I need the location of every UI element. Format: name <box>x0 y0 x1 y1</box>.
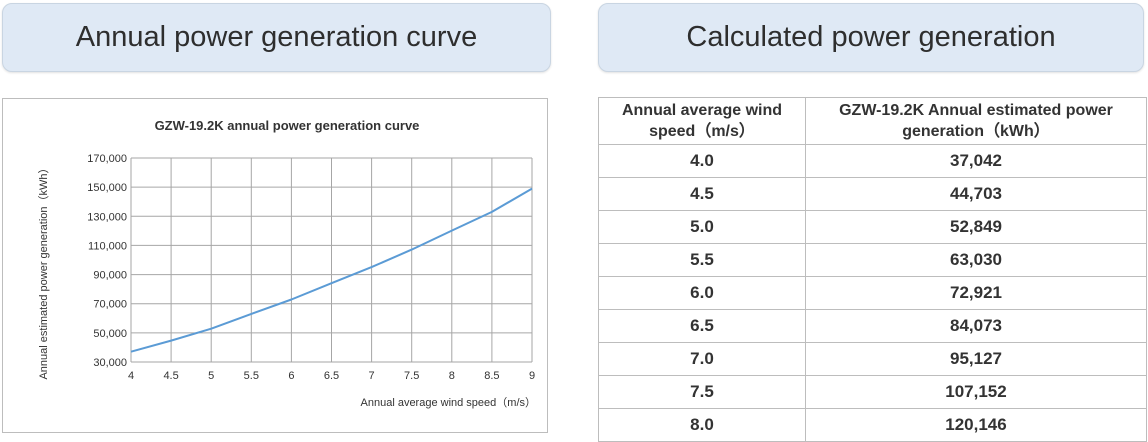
x-tick-label: 7 <box>369 370 375 382</box>
cell-power-generation: 95,127 <box>805 342 1147 376</box>
cell-power-generation: 52,849 <box>805 210 1147 244</box>
x-axis-label: Annual average wind speed（m/s） <box>361 396 536 409</box>
y-tick-label: 70,000 <box>93 299 127 311</box>
table-row: 6.5 84,073 <box>598 309 1147 343</box>
cell-power-generation: 72,921 <box>805 276 1147 310</box>
table-row: 5.5 63,030 <box>598 243 1147 277</box>
cell-wind-speed: 6.0 <box>598 276 806 310</box>
col-header-wind-speed: Annual average wind speed（m/s） <box>598 97 806 145</box>
cell-wind-speed: 6.5 <box>598 309 806 343</box>
cell-wind-speed: 7.5 <box>598 375 806 409</box>
generation-table-panel: Annual average wind speed（m/s） GZW-19.2K… <box>598 97 1147 442</box>
header-annual-curve: Annual power generation curve <box>2 3 551 72</box>
table-row: 7.5 107,152 <box>598 375 1147 409</box>
header-calculated-generation: Calculated power generation <box>598 3 1144 72</box>
cell-wind-speed: 4.0 <box>598 144 806 178</box>
y-axis-label: Annual estimated power generation（kWh） <box>37 162 50 379</box>
x-tick-label: 8 <box>449 370 455 382</box>
x-tick-label: 6.5 <box>324 370 339 382</box>
y-tick-label: 50,000 <box>93 328 127 340</box>
x-axis-ticks: 4 4.5 5 5.5 6 6.5 7 7.5 8 8.5 9 <box>128 370 535 382</box>
table-row: 5.0 52,849 <box>598 210 1147 244</box>
y-tick-label: 130,000 <box>87 211 127 223</box>
cell-wind-speed: 5.5 <box>598 243 806 277</box>
table-row: 6.0 72,921 <box>598 276 1147 310</box>
col-header-power-generation: GZW-19.2K Annual estimated power generat… <box>805 97 1147 145</box>
cell-power-generation: 44,703 <box>805 177 1147 211</box>
x-tick-label: 9 <box>529 370 535 382</box>
chart-panel: GZW-19.2K annual power generation curve … <box>2 98 548 433</box>
cell-power-generation: 84,073 <box>805 309 1147 343</box>
y-tick-label: 110,000 <box>88 240 127 252</box>
cell-power-generation: 107,152 <box>805 375 1147 409</box>
x-tick-label: 5.5 <box>244 370 259 382</box>
cell-wind-speed: 4.5 <box>598 177 806 211</box>
x-tick-label: 7.5 <box>404 370 419 382</box>
chart-title: GZW-19.2K annual power generation curve <box>155 118 420 133</box>
x-tick-label: 4.5 <box>163 370 178 382</box>
x-tick-label: 4 <box>128 370 134 382</box>
x-tick-label: 5 <box>208 370 214 382</box>
y-axis-ticks: 30,000 50,000 70,000 90,000 110,000 130,000 15… <box>87 153 127 369</box>
power-curve-chart: GZW-19.2K annual power generation curve … <box>37 118 536 409</box>
chart-grid <box>130 157 533 363</box>
cell-wind-speed: 7.0 <box>598 342 806 376</box>
x-tick-label: 8.5 <box>484 370 499 382</box>
table-row: 7.0 95,127 <box>598 342 1147 376</box>
table-row: 4.5 44,703 <box>598 177 1147 211</box>
cell-power-generation: 63,030 <box>805 243 1147 277</box>
cell-power-generation: 37,042 <box>805 144 1147 178</box>
y-tick-label: 30,000 <box>93 357 127 369</box>
y-tick-label: 150,000 <box>87 182 127 194</box>
table-header-row: Annual average wind speed（m/s） GZW-19.2K… <box>598 97 1147 145</box>
table-row: 8.0 120,146 <box>598 408 1147 442</box>
cell-wind-speed: 5.0 <box>598 210 806 244</box>
y-tick-label: 90,000 <box>93 270 127 282</box>
series-layer <box>130 187 533 353</box>
x-tick-label: 6 <box>288 370 294 382</box>
y-tick-label: 170,000 <box>87 153 127 165</box>
cell-wind-speed: 8.0 <box>598 408 806 442</box>
generation-table: Annual average wind speed（m/s） GZW-19.2K… <box>598 97 1147 442</box>
cell-power-generation: 120,146 <box>805 408 1147 442</box>
series-line <box>130 187 533 353</box>
table-body: 4.0 37,042 4.5 44,703 5.0 52,849 5.5 63,030 6.0 7… <box>598 144 1147 442</box>
table-row: 4.0 37,042 <box>598 144 1147 178</box>
